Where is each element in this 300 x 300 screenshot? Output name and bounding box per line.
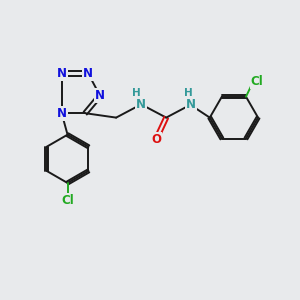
Text: O: O bbox=[151, 133, 161, 146]
Text: N: N bbox=[95, 89, 105, 102]
Text: N: N bbox=[57, 107, 67, 120]
Text: H: H bbox=[184, 88, 193, 98]
Text: H: H bbox=[132, 88, 141, 98]
Text: Cl: Cl bbox=[251, 75, 264, 88]
Text: N: N bbox=[186, 98, 196, 111]
Text: N: N bbox=[83, 67, 93, 80]
Text: N: N bbox=[95, 89, 105, 102]
Text: N: N bbox=[136, 98, 146, 111]
Text: H: H bbox=[184, 88, 193, 98]
Text: N: N bbox=[186, 98, 196, 111]
Text: O: O bbox=[151, 133, 161, 146]
Text: H: H bbox=[132, 88, 141, 98]
Text: N: N bbox=[57, 67, 67, 80]
Text: N: N bbox=[83, 67, 93, 80]
Text: Cl: Cl bbox=[61, 194, 74, 207]
Text: N: N bbox=[136, 98, 146, 111]
Text: N: N bbox=[57, 67, 67, 80]
Text: N: N bbox=[57, 107, 67, 120]
